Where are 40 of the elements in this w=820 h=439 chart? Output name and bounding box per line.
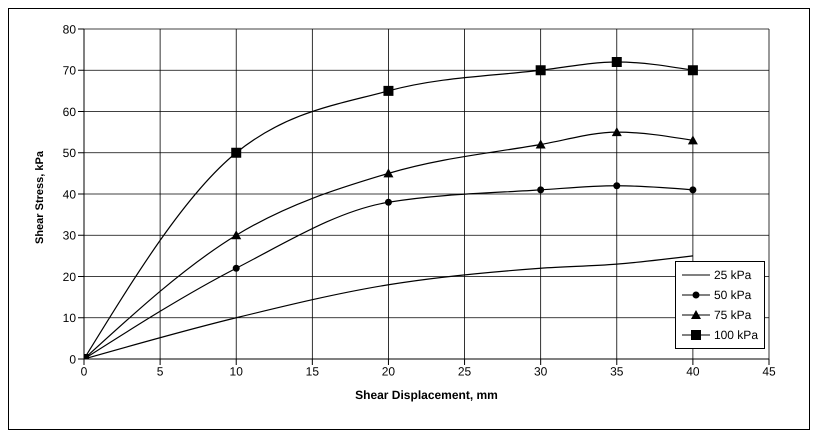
point bbox=[383, 86, 394, 96]
x-tick-label: 40 bbox=[686, 364, 700, 379]
point bbox=[384, 198, 392, 206]
x-tick-label: 10 bbox=[230, 364, 244, 379]
y-tick-label: 80 bbox=[62, 22, 76, 36]
y-axis-title: Shear Stress, kPa bbox=[34, 150, 46, 244]
x-tick-label: 15 bbox=[306, 364, 320, 379]
x-tick-label: 45 bbox=[762, 364, 776, 379]
y-tick-label: 20 bbox=[62, 270, 76, 284]
point bbox=[689, 186, 696, 194]
x-tick-label: 20 bbox=[382, 364, 396, 379]
y-tick-label: 40 bbox=[62, 187, 76, 202]
point bbox=[231, 230, 242, 240]
y-tick-label: 70 bbox=[62, 64, 76, 78]
x-axis-title: Shear Displacement, mm bbox=[355, 388, 498, 402]
point bbox=[536, 65, 546, 76]
x-tick-label: 25 bbox=[458, 364, 472, 379]
y-tick-label: 10 bbox=[62, 311, 76, 326]
point bbox=[612, 127, 622, 136]
y-tick-label: 30 bbox=[62, 228, 76, 243]
x-tick-label: 0 bbox=[80, 364, 88, 379]
legend-label: 50 kPa bbox=[714, 288, 752, 302]
y-tick-label: 50 bbox=[62, 146, 76, 160]
x-tick-label: 30 bbox=[534, 364, 548, 379]
point bbox=[688, 135, 698, 144]
point bbox=[537, 186, 544, 194]
point bbox=[612, 57, 622, 67]
point bbox=[231, 148, 242, 158]
legend-label: 100 kPa bbox=[714, 328, 758, 342]
point bbox=[613, 182, 620, 190]
point bbox=[232, 264, 240, 272]
point bbox=[536, 140, 546, 148]
point bbox=[688, 65, 698, 76]
x-tick-label: 5 bbox=[156, 364, 164, 379]
legend-label: 25 kPa bbox=[714, 268, 752, 282]
x-tick-label: 35 bbox=[610, 364, 624, 379]
point bbox=[383, 168, 394, 178]
legend-label: 75 kPa bbox=[714, 308, 752, 322]
y-tick-label: 0 bbox=[69, 352, 76, 366]
y-tick-label: 60 bbox=[62, 104, 76, 119]
